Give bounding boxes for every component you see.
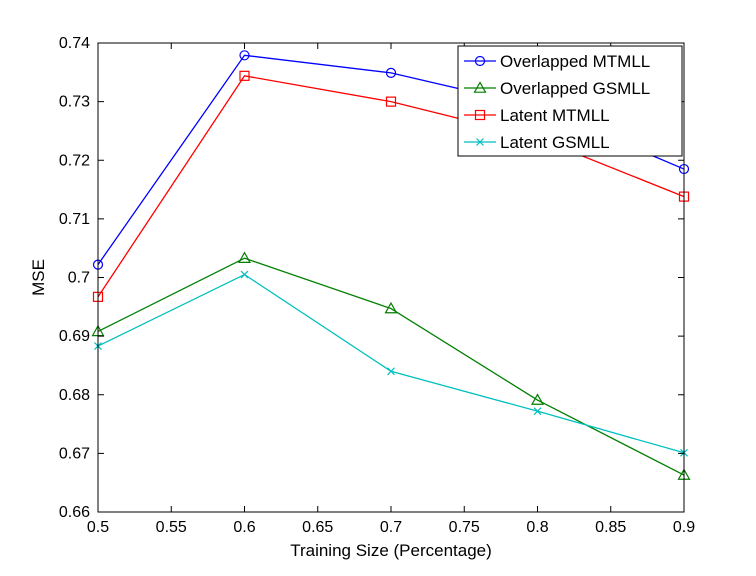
y-tick-label: 0.69 [59, 328, 90, 345]
data-point [385, 96, 397, 107]
series-layer [91, 50, 691, 480]
x-tick-label: 0.8 [526, 519, 548, 536]
data-point [240, 270, 249, 279]
legend-box [457, 45, 683, 157]
x-tick-label: 0.9 [673, 519, 695, 536]
legend-item-1: Overlapped MTMLL [464, 52, 650, 71]
y-tick-label: 0.66 [59, 504, 90, 521]
y-tick-label: 0.7 [68, 270, 90, 287]
y-tick-label: 0.74 [59, 35, 90, 52]
legend-marker [473, 81, 487, 93]
x-tick-label: 0.55 [156, 519, 187, 536]
x-tick-label: 0.75 [449, 519, 480, 536]
legend-item-4: Latent GSMLL [464, 133, 610, 152]
legend-item-3: Latent MTMLL [464, 106, 610, 125]
legend-marker [474, 109, 486, 121]
y-axis-label: MSE [29, 259, 48, 296]
data-point [385, 67, 397, 78]
legend-marker [474, 55, 486, 67]
legend: Overlapped MTMLL Overlapped GSMLL Latent M… [457, 45, 683, 157]
y-tick-label: 0.71 [59, 211, 90, 228]
x-tick-label: 0.6 [233, 519, 255, 536]
y-tick-label: 0.72 [59, 152, 90, 169]
data-point [239, 50, 250, 61]
data-point [533, 407, 542, 416]
legend-label: Overlapped GSMLL [500, 79, 650, 98]
x-axis-label: Training Size (Percentage) [290, 541, 492, 560]
series-line [97, 75, 685, 298]
data-point [239, 70, 250, 81]
legend-marker [476, 138, 484, 146]
legend-label: Overlapped MTMLL [500, 52, 650, 71]
x-tick-label: 0.85 [595, 519, 626, 536]
legend-label: Latent GSMLL [500, 133, 610, 152]
data-point [237, 251, 252, 263]
legend-item-2: Overlapped GSMLL [464, 79, 650, 98]
data-point [530, 393, 545, 405]
x-tick-label: 0.65 [302, 519, 333, 536]
legend-label: Latent MTMLL [500, 106, 610, 125]
x-tick-label: 0.7 [380, 519, 402, 536]
y-tick-label: 0.73 [59, 94, 90, 111]
data-point [387, 367, 395, 376]
axes-layer: 0.5 0.55 0.6 0.65 0.7 0.75 0.8 0.85 0.9 0.66 0.67 0… [59, 35, 695, 536]
y-tick-label: 0.67 [59, 445, 90, 462]
x-tick-label: 0.5 [87, 519, 109, 536]
y-tick-label: 0.68 [59, 387, 90, 404]
data-point [384, 301, 398, 314]
